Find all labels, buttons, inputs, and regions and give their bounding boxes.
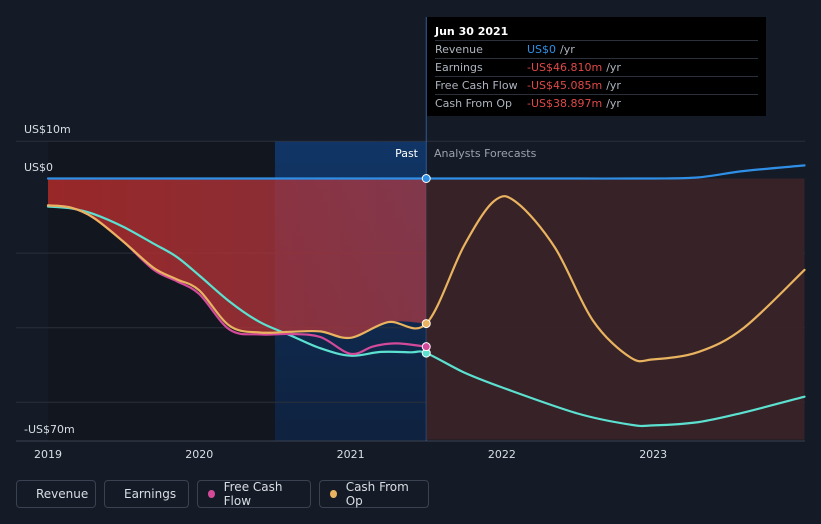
tooltip-label: Revenue: [435, 43, 483, 56]
data-point-revenue: [421, 174, 431, 183]
legend-label: Earnings: [124, 487, 177, 501]
tooltip-unit: /yr: [606, 79, 621, 92]
past-loss-area: [48, 178, 427, 339]
past-label: Past: [395, 147, 419, 160]
legend-dot-icon: [330, 490, 337, 498]
legend-label: Revenue: [36, 487, 89, 501]
tooltip-value: -US$45.085m: [527, 79, 603, 92]
data-point-cash-from-op: [421, 319, 431, 329]
tooltip-unit: /yr: [560, 43, 575, 56]
tooltip-unit: /yr: [606, 61, 621, 74]
series-line-cash-from-op: [46, 195, 806, 363]
forecast-label: Analysts Forecasts: [434, 147, 537, 160]
tooltip-row-earnings: Earnings -US$46.810m /yr: [435, 58, 758, 76]
forecast-loss-area: [426, 178, 805, 440]
x-tick-label: 2021: [337, 448, 365, 461]
tooltip-value: -US$38.897m: [527, 97, 603, 110]
legend-item-earnings[interactable]: Earnings: [104, 480, 189, 508]
y-label-zero: US$0: [24, 161, 53, 174]
chart-legend: Revenue Earnings Free Cash Flow Cash Fro…: [16, 480, 429, 508]
y-label-top: US$10m: [24, 123, 71, 136]
tooltip-row-cash-from-op: Cash From Op -US$38.897m /yr: [435, 94, 758, 112]
data-point-free-cash-flow: [421, 342, 431, 352]
legend-item-cash-from-op[interactable]: Cash From Op: [319, 480, 429, 508]
y-label-bottom: -US$70m: [24, 423, 75, 436]
series-line-revenue: [46, 164, 806, 180]
legend-label: Free Cash Flow: [223, 480, 283, 508]
tooltip-date: Jun 30 2021: [435, 25, 509, 38]
x-tick-label: 2020: [185, 448, 213, 461]
tooltip-label: Cash From Op: [435, 97, 513, 110]
x-tick-label: 2019: [34, 448, 62, 461]
series-line-earnings: [46, 205, 806, 428]
tooltip-row-revenue: Revenue US$0 /yr: [435, 40, 758, 58]
tooltip-unit: /yr: [606, 97, 621, 110]
tooltip-value: US$0: [527, 43, 557, 56]
line-chart: US$10m US$0 -US$70m Past Analysts Foreca…: [16, 17, 806, 461]
data-tooltip: Jun 30 2021 Revenue US$0 /yr Earnings -U…: [427, 17, 766, 116]
legend-item-free-cash-flow[interactable]: Free Cash Flow: [197, 480, 311, 508]
tooltip-label: Earnings: [435, 61, 483, 74]
x-tick-label: 2023: [639, 448, 667, 461]
x-tick-label: 2022: [488, 448, 516, 461]
legend-label: Cash From Op: [345, 480, 409, 508]
tooltip-value: -US$46.810m: [527, 61, 603, 74]
tooltip-label: Free Cash Flow: [435, 79, 518, 92]
legend-dot-icon: [208, 490, 215, 498]
legend-item-revenue[interactable]: Revenue: [16, 480, 96, 508]
tooltip-row-free-cash-flow: Free Cash Flow -US$45.085m /yr: [435, 76, 758, 94]
